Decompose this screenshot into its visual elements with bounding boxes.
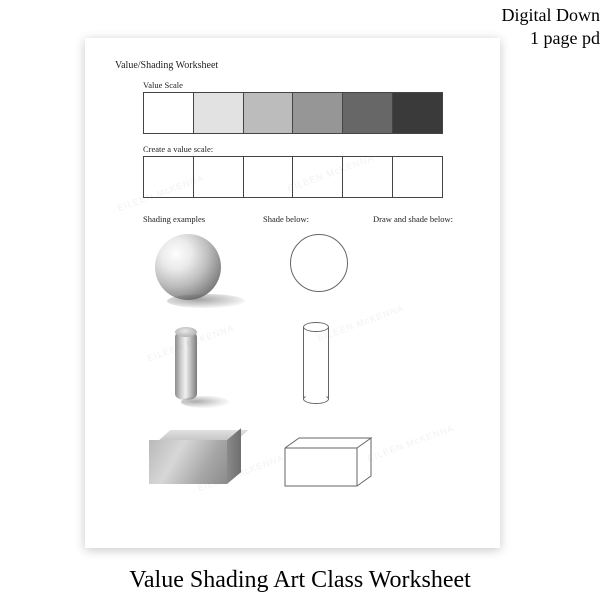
outline-box-icon — [283, 436, 383, 488]
worksheet-page: Value/Shading Worksheet Value Scale Crea… — [85, 38, 500, 548]
shaded-sphere-icon — [155, 234, 221, 300]
worksheet-title: Value/Shading Worksheet — [115, 60, 470, 71]
column-labels-row: Shading examples Shade below: Draw and s… — [143, 214, 463, 224]
blank-cell — [393, 157, 442, 197]
blank-scale-row — [143, 156, 443, 198]
value-scale-label: Value Scale — [143, 80, 470, 90]
image-caption: Value Shading Art Class Worksheet — [0, 567, 600, 594]
col-label-draw-shade: Draw and shade below: — [373, 214, 463, 224]
shaded-cylinder-icon — [175, 330, 197, 400]
top-right-block: Digital Down 1 page pd — [502, 4, 600, 51]
value-cell-1 — [144, 93, 194, 133]
shape-area — [145, 230, 470, 510]
cylinder-shadow-icon — [181, 396, 229, 408]
sphere-shadow-icon — [167, 294, 245, 308]
value-cell-4 — [293, 93, 343, 133]
outline-sphere-icon — [290, 234, 348, 292]
value-cell-2 — [194, 93, 244, 133]
outline-cylinder-icon — [303, 322, 329, 402]
value-cell-6 — [393, 93, 442, 133]
blank-cell — [343, 157, 393, 197]
value-cell-3 — [244, 93, 294, 133]
top-right-line1: Digital Down — [502, 4, 600, 27]
top-right-line2: 1 page pd — [502, 27, 600, 50]
create-scale-label: Create a value scale: — [143, 144, 470, 154]
value-scale-row — [143, 92, 443, 134]
blank-cell — [144, 157, 194, 197]
blank-cell — [244, 157, 294, 197]
blank-cell — [194, 157, 244, 197]
blank-cell — [293, 157, 343, 197]
col-label-shade-below: Shade below: — [263, 214, 373, 224]
value-cell-5 — [343, 93, 393, 133]
col-label-examples: Shading examples — [143, 214, 263, 224]
shaded-box-icon — [149, 430, 243, 484]
